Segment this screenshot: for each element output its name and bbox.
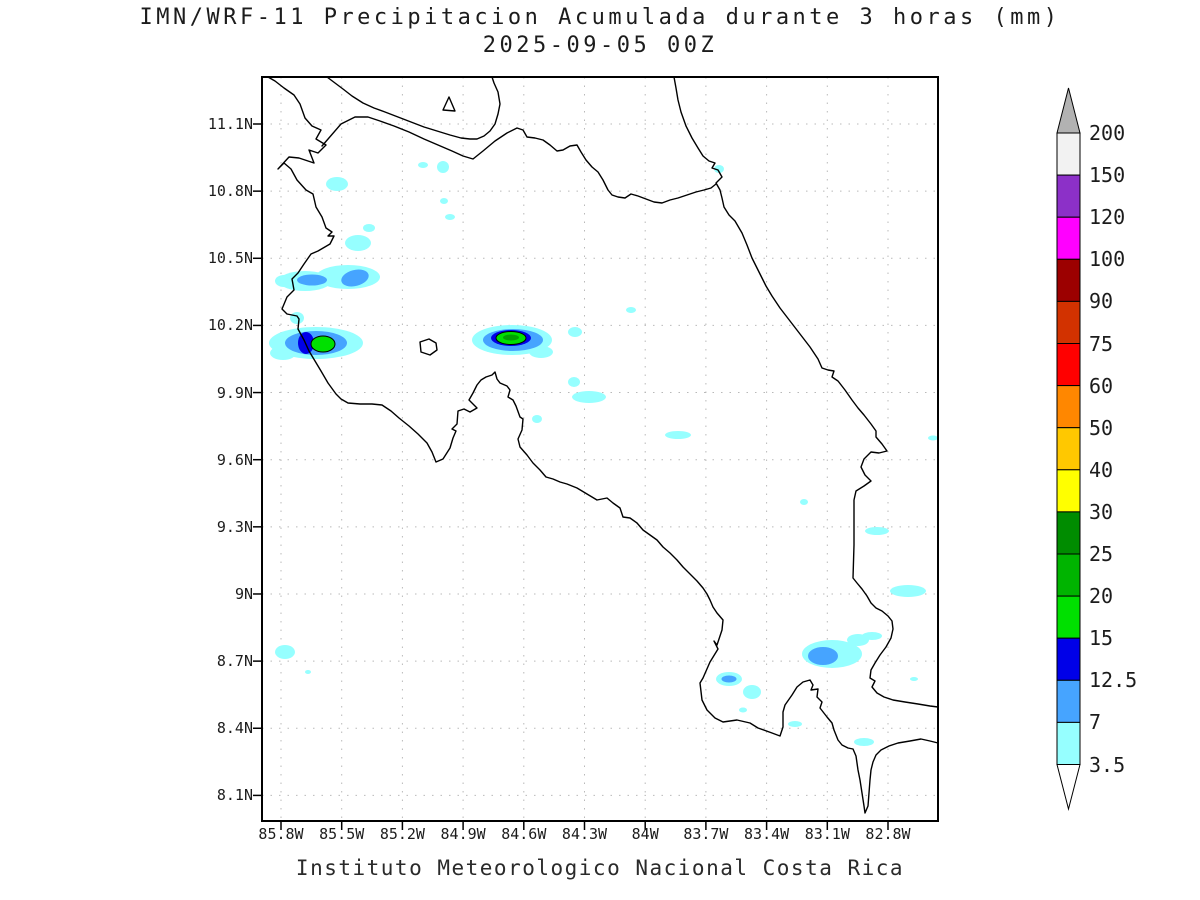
grid-lines (262, 77, 938, 821)
colorbar-tick-label: 60 (1089, 373, 1114, 398)
colorbar-tick-label: 40 (1089, 457, 1114, 482)
colorbar-box (1056, 427, 1081, 471)
colorbar-tick-label: 20 (1089, 584, 1114, 609)
colorbar-arrow-top (1056, 87, 1081, 134)
colorbar-tick-label: 15 (1089, 626, 1114, 651)
colorbar-arrow-bottom (1056, 764, 1081, 811)
colorbar-tick-label: 7 (1089, 710, 1102, 735)
colorbar-box (1056, 174, 1081, 218)
page-subtitle-datetime: 2025-09-05 00Z (482, 33, 718, 58)
colorbar-tick-label: 100 (1089, 247, 1126, 272)
lat-tick-label: 8.7N (216, 652, 253, 671)
lat-tick-label: 8.4N (216, 719, 253, 738)
lake-nicaragua-shore (326, 76, 501, 140)
caribbean-coastline (673, 76, 939, 708)
lat-tick-label: 11.1N (207, 115, 253, 133)
lat-tick-label: 9.9N (216, 383, 253, 402)
lon-tick-label: 83.4W (744, 825, 790, 843)
lat-tick-label: 9.6N (216, 450, 253, 469)
lon-tick-label: 82.8W (865, 825, 911, 843)
colorbar-tick-label: 12.5 (1089, 668, 1138, 693)
lon-tick-label: 84.9W (440, 825, 486, 843)
map-frame (261, 76, 939, 822)
lon-tick-label: 85.2W (379, 825, 425, 843)
colorbar-box (1056, 258, 1081, 302)
colorbar-tick-label: 120 (1089, 205, 1126, 230)
colorbar-box (1056, 469, 1081, 513)
lon-tick-label: 84W (631, 825, 659, 843)
colorbar-box (1056, 721, 1081, 766)
colorbar-tick-label: 90 (1089, 289, 1114, 314)
colorbar-tick-label: 75 (1089, 331, 1114, 356)
chira-island (419, 338, 438, 356)
lon-tick-label: 85.5W (319, 825, 365, 843)
lat-tick-label: 9N (234, 584, 253, 603)
lat-tick-label: 8.1N (216, 786, 253, 805)
axis-ticks (253, 123, 889, 830)
colorbar (1056, 132, 1081, 766)
lon-tick-label: 84.6W (501, 825, 547, 843)
lon-tick-label: 84.3W (561, 825, 608, 843)
lat-tick-label: 10.8N (207, 182, 253, 201)
colorbar-box (1056, 385, 1081, 429)
ometepe-island (442, 96, 456, 112)
page-title: IMN/WRF-11 Precipitacion Acumulada duran… (139, 5, 1061, 30)
colorbar-box (1056, 216, 1081, 260)
source-caption: Instituto Meteorologico Nacional Costa R… (295, 856, 905, 880)
pacific-coastline (267, 76, 939, 814)
coastline-layer (267, 76, 939, 814)
lat-tick-label: 9.3N (216, 517, 253, 536)
colorbar-tick-label: 50 (1089, 415, 1114, 440)
colorbar-tick-label: 200 (1089, 121, 1126, 145)
lon-tick-label: 83.1W (804, 825, 850, 843)
colorbar-tick-label: 30 (1089, 499, 1114, 524)
colorbar-box (1056, 679, 1081, 723)
colorbar-box (1056, 637, 1081, 681)
lon-tick-label: 83.7W (683, 825, 729, 843)
colorbar-box (1056, 300, 1081, 344)
colorbar-tick-label: 150 (1089, 163, 1126, 188)
colorbar-box (1056, 343, 1081, 387)
rio-san-juan-border (321, 116, 717, 204)
lon-tick-label: 85.8W (258, 825, 304, 843)
colorbar-box (1056, 511, 1081, 555)
colorbar-box (1056, 132, 1081, 176)
colorbar-tick-label: 25 (1089, 542, 1114, 566)
precipitation-shading (269, 161, 938, 746)
colorbar-box (1056, 553, 1081, 597)
colorbar-tick-label: 3.5 (1089, 752, 1126, 777)
lat-tick-label: 10.5N (207, 249, 253, 268)
colorbar-box (1056, 595, 1081, 639)
lat-tick-label: 10.2N (207, 316, 253, 335)
